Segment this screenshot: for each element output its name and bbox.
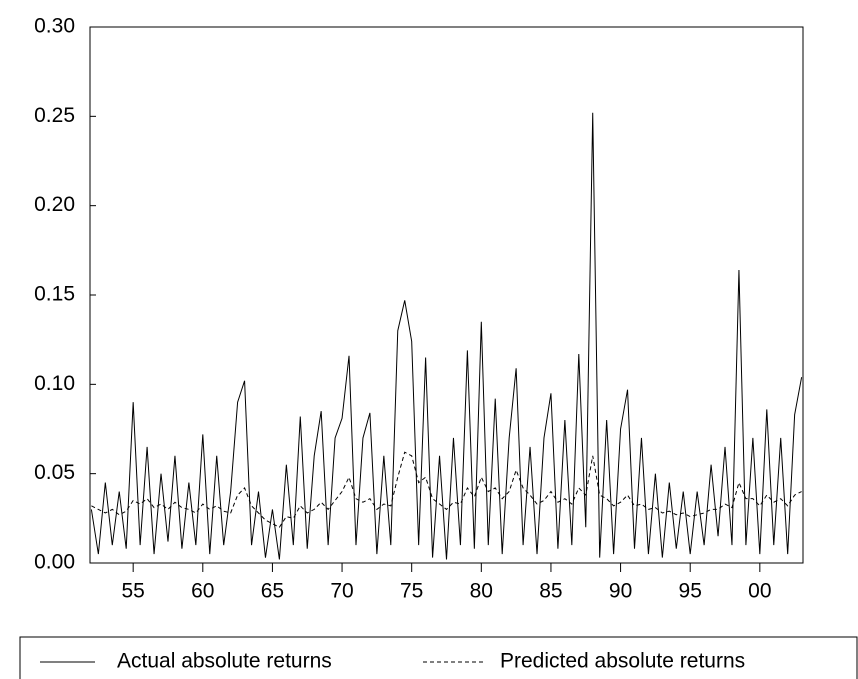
- x-tick-label: 95: [679, 580, 702, 603]
- series-line: [90, 112, 803, 560]
- y-tick-label: 0.25: [34, 104, 75, 127]
- x-tick-label: 90: [609, 580, 632, 603]
- x-tick-label: 85: [539, 580, 562, 603]
- y-tick-label: 0.10: [34, 372, 75, 395]
- series-line: [91, 451, 802, 528]
- x-tick-label: 75: [400, 580, 423, 603]
- x-tick-label: 55: [121, 580, 144, 603]
- x-tick-label: 00: [748, 580, 771, 603]
- x-tick-label: 65: [261, 580, 284, 603]
- y-tick-label: 0.30: [34, 15, 75, 38]
- legend-box: [19, 636, 858, 679]
- y-tick-label: 0.00: [34, 551, 75, 574]
- x-tick-label: 70: [330, 580, 353, 603]
- legend-label: Predicted absolute returns: [500, 650, 745, 673]
- legend-label: Actual absolute returns: [117, 650, 332, 673]
- y-tick-label: 0.15: [34, 283, 75, 306]
- x-tick-label: 60: [191, 580, 214, 603]
- y-tick-label: 0.05: [34, 461, 75, 484]
- plot-frame: [89, 26, 804, 564]
- x-tick-label: 80: [470, 580, 493, 603]
- y-tick-label: 0.20: [34, 193, 75, 216]
